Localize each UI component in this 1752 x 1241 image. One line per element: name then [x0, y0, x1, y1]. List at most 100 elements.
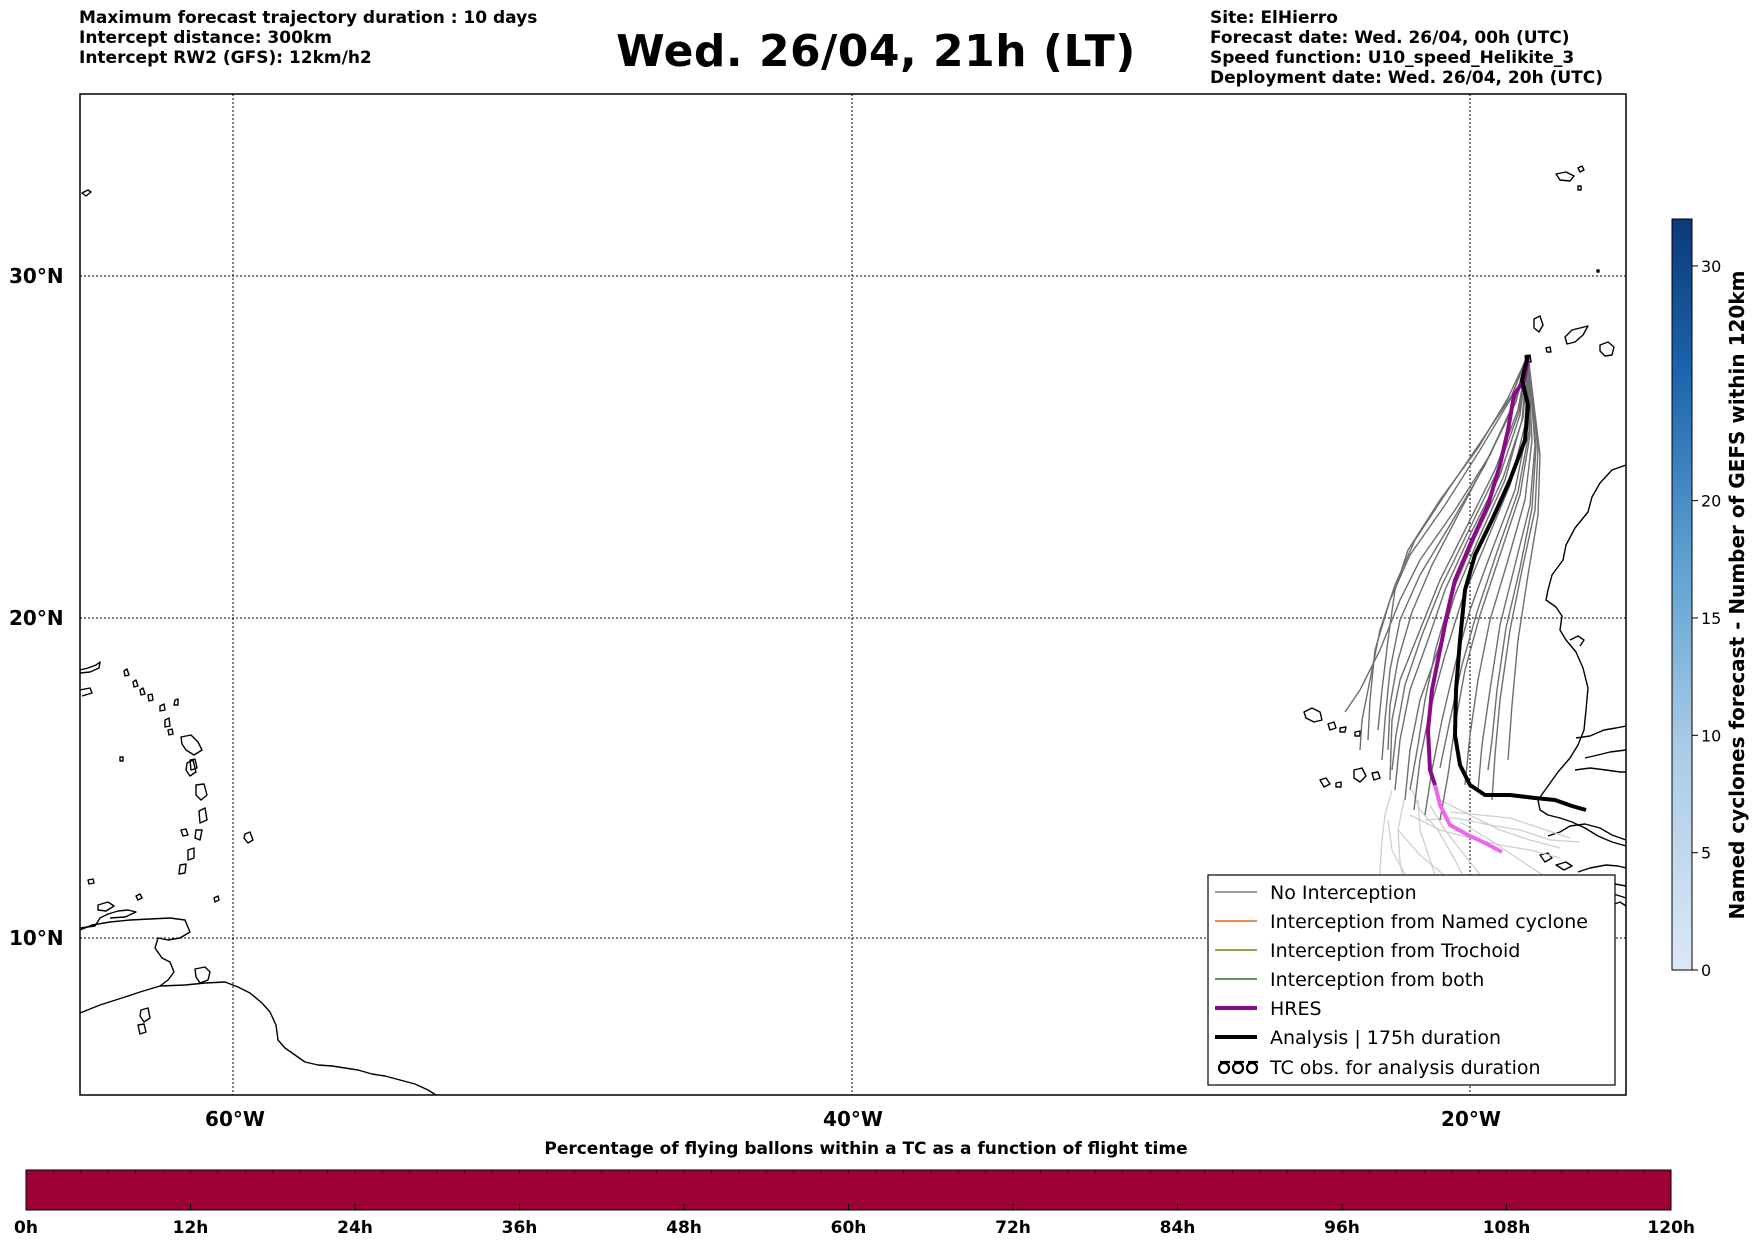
- colorbar-label: Named cyclones forecast - Number of GEFS…: [1725, 271, 1749, 920]
- canary-island: [1599, 341, 1615, 357]
- trajectory: [1491, 354, 1539, 801]
- colorbar-tick-label: 5: [1701, 844, 1711, 863]
- timebar-tick-label: 48h: [666, 1218, 702, 1238]
- antilles-island: [187, 847, 195, 861]
- timebar-tick-label: 12h: [173, 1218, 209, 1238]
- trajectory: [1459, 821, 1551, 881]
- tc-obs-symbol: [1217, 1060, 1259, 1075]
- martinique: [195, 783, 208, 801]
- ensemble-tracks: [1344, 354, 1541, 821]
- madeira-islet: [1577, 165, 1585, 173]
- trajectory: [1377, 354, 1529, 731]
- trinidad-island: [194, 966, 211, 984]
- cape-verde-island: [1327, 721, 1337, 731]
- timebar-tick-label: 0h: [14, 1218, 38, 1238]
- hres-trajectory-late: [1433, 784, 1503, 854]
- trajectory: [1439, 354, 1531, 821]
- trajectory: [1411, 789, 1471, 891]
- cape-verde-island: [1354, 730, 1361, 737]
- lat-tick-label: 30°N: [9, 264, 64, 288]
- cape-verde-island: [1335, 781, 1342, 788]
- trajectory: [1359, 354, 1529, 751]
- header-left: Maximum forecast trajectory duration : 1…: [79, 8, 537, 68]
- small-island: [135, 893, 143, 901]
- colorbar-tick-label: 30: [1701, 257, 1721, 276]
- colorbar-tick-label: 15: [1701, 609, 1721, 628]
- antilles-island: [123, 668, 130, 677]
- trajectory: [1439, 799, 1561, 849]
- africa-coast: [1537, 464, 1626, 847]
- timebar-ticks: 0h 12h 24h 36h 48h 60h 72h 84h 96h 108h 120h: [14, 1170, 1695, 1238]
- colorbar-tick-label: 20: [1701, 492, 1721, 511]
- antilles-island: [164, 717, 171, 728]
- timebar-tick-label: 60h: [831, 1218, 867, 1238]
- antilles-island: [132, 679, 139, 688]
- trajectory: [1487, 354, 1537, 771]
- trajectory: [1424, 817, 1581, 843]
- timebar-tick-label: 84h: [1160, 1218, 1196, 1238]
- small-island: [139, 1007, 151, 1023]
- cape-verde-island: [1319, 777, 1331, 788]
- legend-label: Interception from Named cyclone: [1270, 911, 1588, 933]
- analysis-trajectory: [1453, 354, 1587, 812]
- puerto-rico: [80, 661, 101, 674]
- map-frame: [79, 93, 1627, 1096]
- coastal-detail: [1555, 861, 1573, 871]
- colorbar-tick-label: 10: [1701, 726, 1721, 745]
- antilles-island: [243, 831, 254, 844]
- trajectory: [1381, 354, 1529, 761]
- cape-verde-island: [1339, 726, 1347, 733]
- caribbean-coast: [80, 909, 137, 929]
- antilles-island: [173, 698, 179, 706]
- header-right-line: Deployment date: Wed. 26/04, 20h (UTC): [1210, 68, 1604, 88]
- coastlines: [80, 165, 1626, 1095]
- legend-label: No Interception: [1270, 882, 1417, 904]
- gambia: [1584, 749, 1626, 759]
- venezuela-coast-west: [80, 917, 191, 987]
- small-island: [97, 901, 115, 912]
- virgin-islands: [80, 687, 93, 697]
- trajectory: [1389, 354, 1529, 781]
- trajectory: [1464, 354, 1533, 786]
- timebar-tick-label: 120h: [1647, 1218, 1695, 1238]
- legend-label: TC obs. for analysis duration: [1269, 1057, 1541, 1079]
- cape-verde-island: [1303, 707, 1323, 723]
- trajectory: [1507, 354, 1541, 761]
- header-left-line: Maximum forecast trajectory duration : 1…: [79, 8, 538, 28]
- colorbar-fill: [1671, 218, 1693, 971]
- antilles-island: [167, 728, 174, 736]
- senegal-coast: [1575, 725, 1626, 739]
- lat-tick-label: 20°N: [9, 606, 64, 630]
- antilles-island: [180, 828, 189, 837]
- trajectory: [1449, 811, 1571, 839]
- timebar-tick-label: 24h: [337, 1218, 373, 1238]
- coastal-detail: [1577, 864, 1626, 873]
- trajectory: [1387, 354, 1529, 751]
- legend-box: [1207, 874, 1616, 1086]
- antilles-island: [119, 756, 124, 762]
- timebar: Percentage of flying ballons within a TC…: [14, 1139, 1695, 1238]
- legend: No Interception Interception from Named …: [1207, 874, 1616, 1086]
- antilles-island: [198, 807, 208, 824]
- coastal-detail: [1574, 767, 1626, 773]
- trajectory: [1367, 354, 1529, 741]
- lon-tick-label: 60°W: [205, 1107, 265, 1131]
- trajectory: [1477, 354, 1536, 791]
- colorbar-tick-label: 0: [1701, 961, 1711, 980]
- antilles-island: [194, 829, 203, 841]
- coastal-detail: [1569, 635, 1585, 647]
- trajectory: [1391, 354, 1529, 771]
- header-right: Site: ElHierro Forecast date: Wed. 26/04…: [1210, 8, 1603, 88]
- antilles-island: [185, 759, 197, 777]
- guadeloupe: [180, 734, 203, 756]
- madeira-islet: [1577, 185, 1582, 191]
- legend-label: Analysis | 175h duration: [1270, 1027, 1501, 1049]
- page-title: Wed. 26/04, 21h (LT): [616, 26, 1136, 77]
- timebar-title: Percentage of flying ballons within a TC…: [544, 1139, 1187, 1159]
- timebar-tick-label: 96h: [1324, 1218, 1360, 1238]
- trajectory: [1439, 354, 1530, 769]
- header-right-line: Site: ElHierro: [1210, 8, 1338, 28]
- madeira: [1555, 171, 1575, 182]
- south-america-coast: [80, 981, 437, 1095]
